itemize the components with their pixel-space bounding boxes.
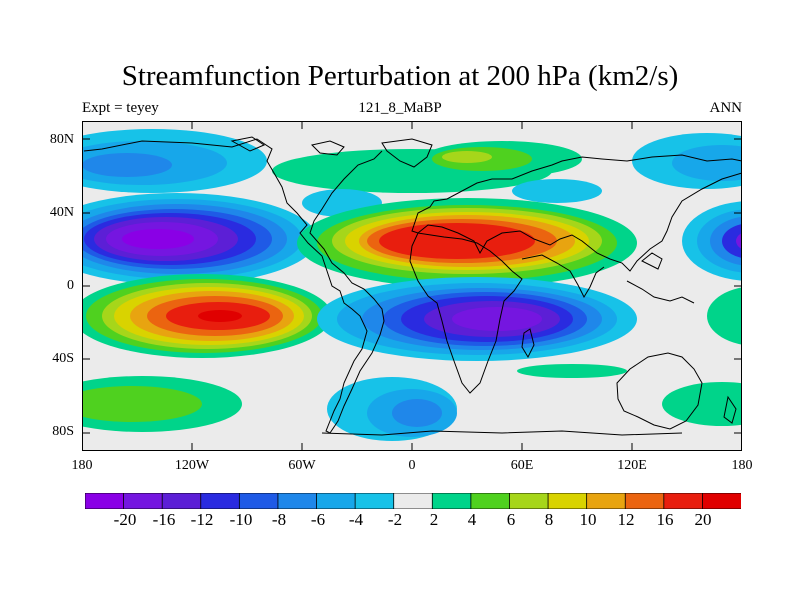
lon-label-180e: 180 xyxy=(731,458,753,473)
colorbar-swatch xyxy=(161,493,202,509)
axis-ticks xyxy=(82,121,742,451)
map-title: Streamfunction Perturbation at 200 hPa (… xyxy=(121,60,679,92)
colorbar-swatch xyxy=(277,493,318,509)
lon-label-0: 0 xyxy=(408,458,416,473)
lat-label-40s: 40S xyxy=(52,351,74,366)
colorbar-label: -2 xyxy=(387,510,403,529)
colorbar-swatch xyxy=(509,493,549,509)
field-southeast-positive xyxy=(707,287,742,345)
field-south-pacific-positive xyxy=(82,274,332,358)
colorbar-swatch xyxy=(238,493,279,509)
colorbar-swatch xyxy=(393,493,434,509)
colorbar xyxy=(85,493,741,509)
colorbar-label: -6 xyxy=(310,510,326,529)
contour-fields xyxy=(82,129,742,441)
field-dateline-negative xyxy=(682,201,742,281)
colorbar-label: 8 xyxy=(544,510,554,529)
colorbar-swatch xyxy=(663,493,704,509)
field-pacific-negative-core xyxy=(82,193,317,285)
lon-label-180w: 180 xyxy=(71,458,93,473)
lon-label-60w: 60W xyxy=(288,458,316,473)
coastlines xyxy=(83,136,742,436)
colorbar-label: -20 xyxy=(113,510,137,529)
colorbar-label: -10 xyxy=(229,510,253,529)
colorbar-label: 10 xyxy=(579,510,597,529)
field-southern-highlat xyxy=(82,376,742,441)
colorbar-label: 6 xyxy=(506,510,516,529)
experiment-label: Expt = teyey xyxy=(82,100,159,116)
lon-label-120e: 120E xyxy=(617,458,647,473)
contour-map xyxy=(82,121,742,451)
lat-label-0: 0 xyxy=(67,278,74,293)
colorbar-label: 16 xyxy=(656,510,674,529)
colorbar-label: -8 xyxy=(271,510,287,529)
field-indian-ocean-negative xyxy=(317,277,637,361)
colorbar-swatch xyxy=(431,493,472,509)
colorbar-label: 20 xyxy=(694,510,712,529)
field-northeast-negative xyxy=(632,133,742,189)
lon-label-60e: 60E xyxy=(510,458,534,473)
colorbar-swatch xyxy=(85,493,125,509)
colorbar-swatch xyxy=(200,493,241,509)
colorbar-label: -4 xyxy=(348,510,364,529)
colorbar-label: 2 xyxy=(429,510,439,529)
lat-label-40n: 40N xyxy=(49,205,74,220)
colorbar-label: -12 xyxy=(190,510,214,529)
colorbar-label: 4 xyxy=(467,510,477,529)
run-label: 121_8_MaBP xyxy=(358,100,442,116)
colorbar-swatch xyxy=(586,493,627,509)
season-label: ANN xyxy=(709,100,743,116)
field-asian-positive-core xyxy=(297,198,637,288)
colorbar-swatch xyxy=(316,493,357,509)
colorbar-swatch xyxy=(123,493,164,509)
lat-label-80s: 80S xyxy=(52,424,74,439)
colorbar-label: -16 xyxy=(152,510,176,529)
field-small-negative-2 xyxy=(512,179,602,203)
colorbar-swatch xyxy=(547,493,588,509)
colorbar-label: 12 xyxy=(617,510,635,529)
colorbar-swatch xyxy=(624,493,665,509)
field-north-pacific-negative xyxy=(82,129,267,193)
colorbar-swatch xyxy=(702,493,741,509)
lon-label-120w: 120W xyxy=(174,458,210,473)
field-south-positive-band xyxy=(517,364,627,378)
colorbar-swatch xyxy=(470,493,511,509)
colorbar-swatch xyxy=(354,493,395,509)
lat-label-80n: 80N xyxy=(49,132,74,147)
